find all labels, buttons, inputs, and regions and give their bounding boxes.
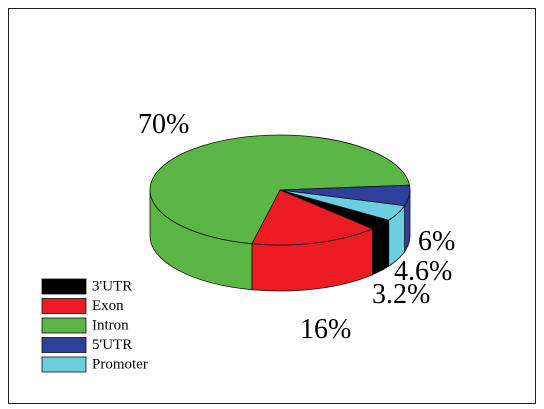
value-label: 16%	[300, 314, 351, 345]
slice	[149, 134, 410, 245]
legend-label: 3'UTR	[92, 278, 132, 294]
value-label: 4.6%	[394, 256, 452, 287]
legend-label: Intron	[92, 317, 129, 333]
value-label: 70%	[138, 109, 189, 140]
frame	[8, 8, 536, 404]
legend-swatch	[41, 278, 87, 295]
legend-swatch	[41, 317, 87, 334]
slice-side	[371, 219, 390, 276]
legend-label: Exon	[92, 298, 124, 314]
value-label: 6%	[418, 226, 455, 257]
legend-label: 5'UTR	[92, 337, 132, 353]
value-label: 3.2%	[372, 279, 430, 310]
legend-swatch	[41, 298, 87, 314]
legend-swatch	[41, 337, 87, 353]
legend-swatch	[41, 356, 87, 373]
legend-label: Promoter	[92, 356, 148, 372]
slice	[251, 189, 374, 246]
slice	[279, 189, 406, 221]
